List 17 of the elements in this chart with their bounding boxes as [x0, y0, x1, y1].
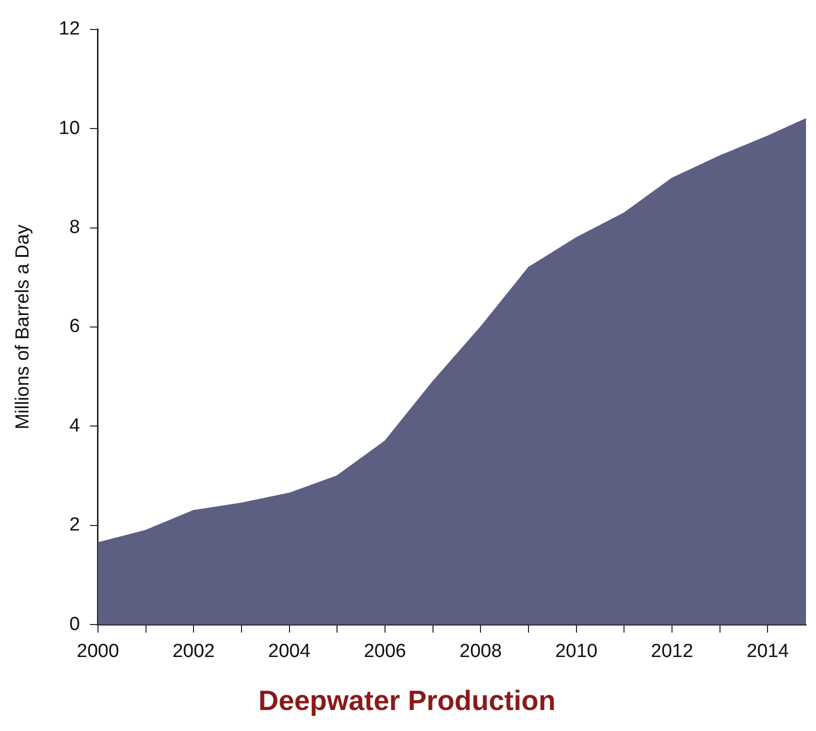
y-tick-label: 4	[69, 415, 80, 436]
text: Deepwater Production	[258, 684, 556, 716]
x-tick-label: 2008	[460, 641, 502, 662]
x-tick-label: 2006	[364, 641, 406, 662]
x-tick-label: 2002	[172, 641, 215, 662]
x-tick-label: 2010	[555, 641, 598, 662]
y-tick-label: 2	[69, 514, 80, 536]
y-axis-title: Millions of Barrels a Day	[12, 224, 34, 430]
x-tick-label: 2000	[76, 641, 120, 662]
y-tick-label: 8	[69, 217, 80, 238]
y-tick-label: 6	[69, 316, 80, 338]
x-tick-label: 2004	[268, 641, 311, 662]
x-tick-label: 2012	[650, 641, 694, 662]
y-tick-label: 0	[69, 614, 80, 635]
y-tick-label: 10	[58, 118, 80, 139]
x-tick-label: 2014	[746, 641, 790, 662]
y-tick-label: 12	[58, 18, 80, 40]
